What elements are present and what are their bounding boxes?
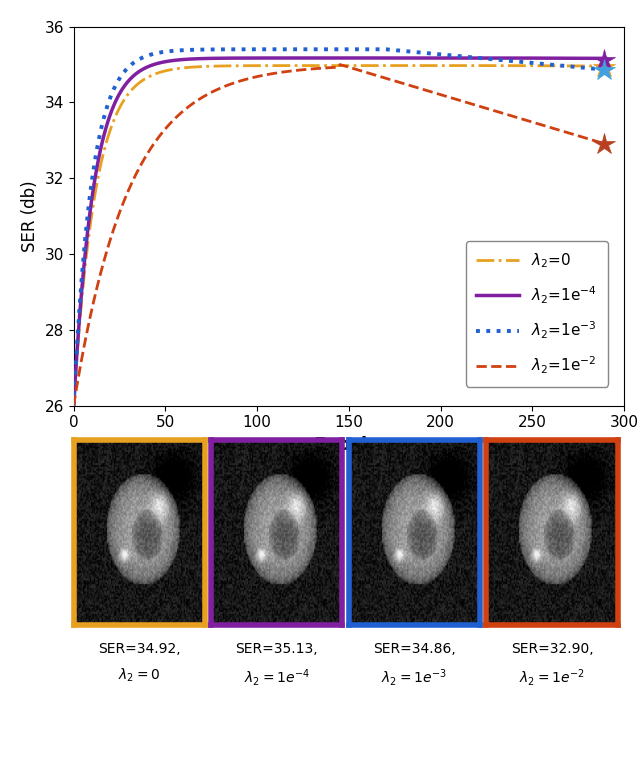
X-axis label: Epochs: Epochs <box>313 436 385 454</box>
Text: SER=34.92,: SER=34.92, <box>98 642 180 656</box>
Legend: $\lambda_2$=0, $\lambda_2$=1e$^{-4}$, $\lambda_2$=1e$^{-3}$, $\lambda_2$=1e$^{-2: $\lambda_2$=0, $\lambda_2$=1e$^{-4}$, $\… <box>466 241 608 387</box>
Text: $\lambda_2 = 1e^{-2}$: $\lambda_2 = 1e^{-2}$ <box>519 667 585 688</box>
Text: $\lambda_2 = 0$: $\lambda_2 = 0$ <box>118 667 161 684</box>
Y-axis label: SER (db): SER (db) <box>21 180 39 252</box>
Text: SER=32.90,: SER=32.90, <box>511 642 593 656</box>
Text: SER=34.86,: SER=34.86, <box>373 642 456 656</box>
Text: $\lambda_2 = 1e^{-4}$: $\lambda_2 = 1e^{-4}$ <box>244 667 310 688</box>
Text: $\lambda_2 = 1e^{-3}$: $\lambda_2 = 1e^{-3}$ <box>381 667 447 688</box>
Text: SER=35.13,: SER=35.13, <box>236 642 318 656</box>
